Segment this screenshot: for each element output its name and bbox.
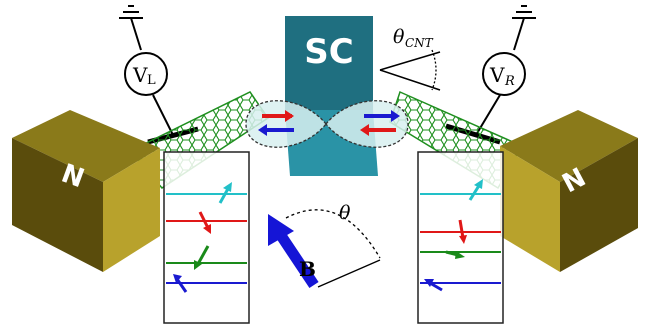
ground-icon-left (119, 5, 143, 51)
ground-icon-right (512, 5, 536, 51)
energy-levels-right (417, 151, 504, 324)
field-vector-label: B (299, 257, 316, 281)
wire-left (152, 94, 174, 136)
energy-levels-left (163, 151, 250, 324)
cnt-angle-label: θ (393, 26, 405, 48)
voltmeter-left-subscript: L (147, 73, 156, 88)
voltmeter-left-label: V (132, 63, 148, 87)
superconductor-block: SC (285, 16, 378, 176)
magnet-left: N (12, 110, 160, 272)
magnetic-field-vector: B θ (268, 202, 381, 289)
cnt-angle-subscript: CNT (405, 36, 434, 50)
splitter-lobes (245, 100, 409, 148)
superconductor-label: SC (304, 32, 353, 72)
voltmeter-right-subscript: R (504, 74, 515, 89)
voltmeter-right: V R (482, 52, 526, 96)
cnt-angle-indicator: θ CNT (379, 26, 441, 91)
voltmeter-right-label: V (489, 63, 505, 87)
voltmeter-left: V L (124, 52, 168, 96)
magnet-right: N (500, 110, 638, 272)
field-angle-label: θ (339, 202, 351, 224)
